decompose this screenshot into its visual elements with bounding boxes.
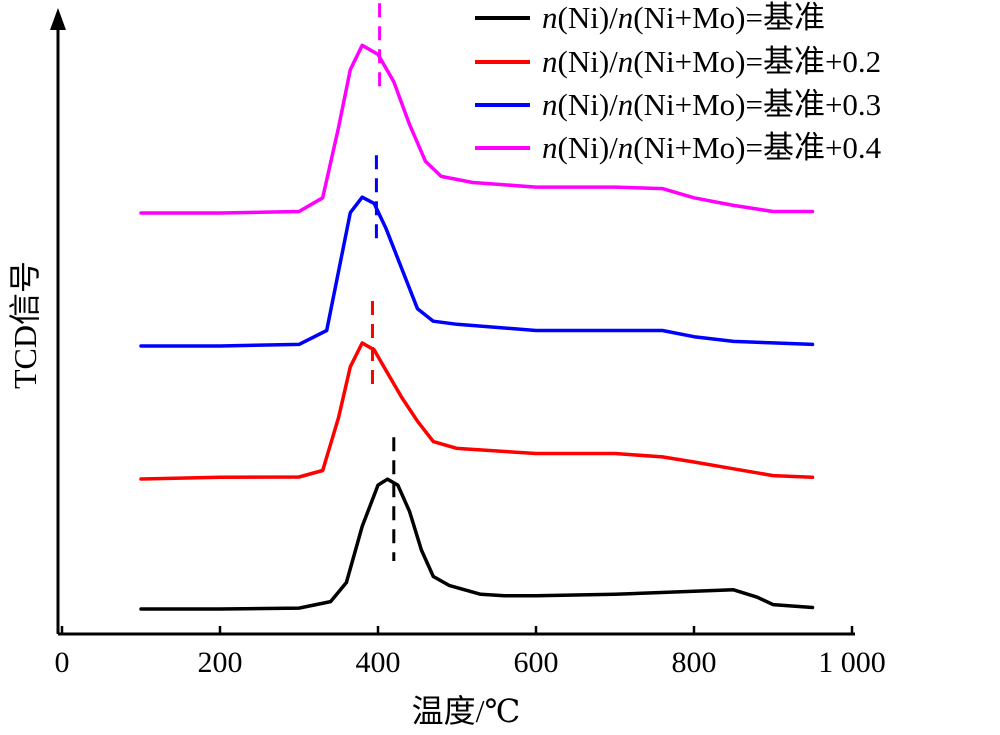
legend-label: n(Ni)/n(Ni+Mo)=基准+0.4 [542, 130, 882, 165]
legend-label: n(Ni)/n(Ni+Mo)=基准+0.2 [542, 44, 881, 79]
series-2 [139, 155, 815, 348]
legend-item: n(Ni)/n(Ni+Mo)=基准+0.4 [475, 130, 882, 165]
legend-label-part: n [542, 130, 558, 165]
legend-label-part: (Ni)/ [558, 130, 619, 165]
x-tick-label: 0 [55, 646, 70, 679]
legend-label-part: (Ni+Mo)=基准+0.3 [633, 87, 881, 122]
x-tick-label: 200 [198, 646, 243, 679]
legend-label-part: n [618, 44, 634, 79]
legend-label-part: (Ni+Mo)=基准 [633, 0, 825, 35]
y-axis-arrow-icon [50, 8, 66, 30]
x-axis-title: 温度/℃ [412, 693, 521, 729]
legend-label-part: (Ni)/ [558, 87, 619, 122]
series-0 [139, 437, 815, 611]
series-line [139, 341, 815, 481]
y-axis: TCD信号 [7, 8, 66, 634]
legend-label-part: n [542, 44, 558, 79]
x-tick-label: 600 [514, 646, 559, 679]
legend-label-part: (Ni+Mo)=基准+0.4 [633, 130, 881, 165]
x-tick-label: 800 [672, 646, 717, 679]
legend-label-part: (Ni)/ [558, 0, 619, 35]
legend-item: n(Ni)/n(Ni+Mo)=基准+0.2 [475, 44, 881, 79]
series-line [139, 195, 815, 348]
y-axis-title: TCD信号 [7, 261, 43, 389]
legend-label-part: (Ni+Mo)=基准+0.2 [633, 44, 881, 79]
legend-item: n(Ni)/n(Ni+Mo)=基准 [475, 0, 825, 35]
legend-label-part: n [618, 0, 634, 35]
series-line [139, 477, 815, 611]
x-ticks: 0 200 400 600 800 1 000 [55, 626, 886, 679]
legend: n(Ni)/n(Ni+Mo)=基准n(Ni)/n(Ni+Mo)=基准+0.2n(… [475, 0, 882, 165]
legend-label-part: n [542, 0, 558, 35]
legend-label-part: (Ni)/ [558, 44, 619, 79]
legend-item: n(Ni)/n(Ni+Mo)=基准+0.3 [475, 87, 881, 122]
series-1 [139, 301, 815, 481]
legend-label-part: n [618, 87, 634, 122]
series-line [139, 43, 815, 215]
x-axis: 0 200 400 600 800 1 000 温度/℃ [55, 626, 886, 729]
legend-label: n(Ni)/n(Ni+Mo)=基准 [542, 0, 825, 35]
x-tick-label: 400 [356, 646, 401, 679]
legend-label: n(Ni)/n(Ni+Mo)=基准+0.3 [542, 87, 881, 122]
series-layer [139, 3, 815, 611]
legend-label-part: n [618, 130, 634, 165]
series-3 [139, 3, 815, 215]
x-tick-label: 1 000 [818, 646, 886, 679]
legend-label-part: n [542, 87, 558, 122]
